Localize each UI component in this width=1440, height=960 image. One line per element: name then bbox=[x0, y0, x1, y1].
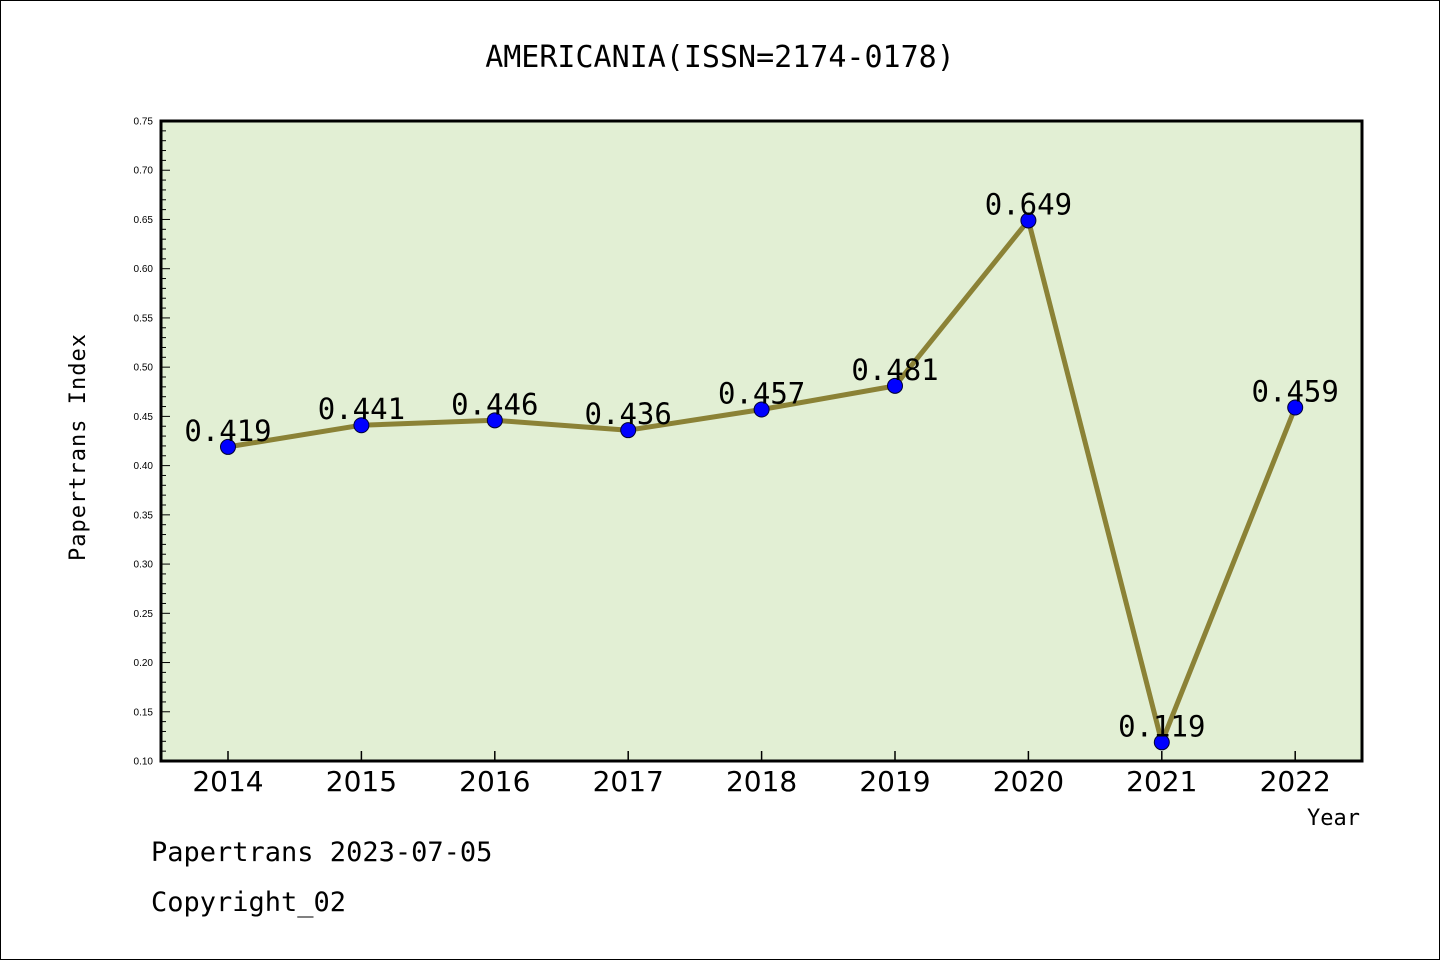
footer-copyright: Copyright_02 bbox=[151, 887, 347, 918]
x-tick-label: 2017 bbox=[593, 765, 664, 798]
y-tick-label: 0.60 bbox=[134, 264, 154, 275]
data-point bbox=[620, 422, 637, 439]
plot-area bbox=[161, 121, 1362, 761]
y-tick-label: 0.35 bbox=[134, 510, 154, 521]
chart-title: AMERICANIA(ISSN=2174-0178) bbox=[485, 40, 955, 75]
data-label: 0.441 bbox=[318, 392, 405, 426]
y-tick-label: 0.65 bbox=[134, 215, 154, 226]
data-label: 0.436 bbox=[585, 397, 672, 431]
y-tick-label: 0.15 bbox=[134, 707, 154, 718]
y-tick-label: 0.55 bbox=[134, 313, 154, 324]
y-tick-label: 0.75 bbox=[134, 117, 154, 128]
data-label: 0.459 bbox=[1252, 375, 1339, 409]
data-point bbox=[1287, 399, 1304, 416]
data-point bbox=[1153, 734, 1170, 751]
data-label: 0.119 bbox=[1118, 709, 1205, 743]
y-tick-label: 0.20 bbox=[134, 658, 154, 669]
data-point bbox=[486, 412, 503, 429]
x-tick-label: 2021 bbox=[1126, 765, 1197, 798]
data-label: 0.457 bbox=[718, 376, 805, 410]
data-point bbox=[887, 377, 903, 394]
y-tick-label: 0.70 bbox=[134, 166, 154, 177]
x-tick-label: 2019 bbox=[859, 765, 930, 798]
y-tick-label: 0.45 bbox=[134, 412, 154, 423]
data-point bbox=[220, 438, 236, 455]
footer-date: Papertrans 2023-07-05 bbox=[151, 837, 493, 868]
data-label: 0.419 bbox=[184, 414, 271, 448]
data-points bbox=[220, 212, 1304, 751]
y-tick-label: 0.40 bbox=[134, 461, 154, 472]
data-label: 0.649 bbox=[985, 187, 1072, 221]
data-point bbox=[1020, 212, 1037, 229]
y-tick-label: 0.25 bbox=[134, 609, 154, 620]
y-tick-label: 0.30 bbox=[134, 560, 154, 571]
x-tick-label: 2014 bbox=[192, 765, 263, 798]
plot-border bbox=[159, 119, 1364, 763]
y-axis-label: Papertrans Index bbox=[66, 333, 91, 561]
y-tick-label: 0.50 bbox=[134, 363, 154, 374]
x-tick-label: 2018 bbox=[726, 765, 797, 798]
x-axis-label: Year bbox=[1307, 806, 1360, 831]
y-axis: 0.10 0.15 0.20 0.25 0.30 0.35 0.40 0.45 0.50 0.55… bbox=[134, 117, 170, 768]
data-point bbox=[753, 401, 770, 418]
x-tick-label: 2016 bbox=[459, 765, 530, 798]
x-tick-label: 2015 bbox=[326, 765, 397, 798]
x-axis: 2014 2015 2016 2017 2018 2019 2020 2021 2022 bbox=[192, 751, 1331, 798]
data-point bbox=[353, 417, 370, 434]
x-tick-label: 2020 bbox=[993, 765, 1064, 798]
data-label: 0.446 bbox=[451, 387, 538, 421]
y-tick-label: 0.10 bbox=[134, 757, 154, 768]
data-label: 0.481 bbox=[851, 353, 938, 387]
data-labels: 0.419 0.441 0.446 0.436 0.457 0.481 0.649 0.119… bbox=[184, 187, 1339, 743]
x-tick-label: 2022 bbox=[1260, 765, 1331, 798]
